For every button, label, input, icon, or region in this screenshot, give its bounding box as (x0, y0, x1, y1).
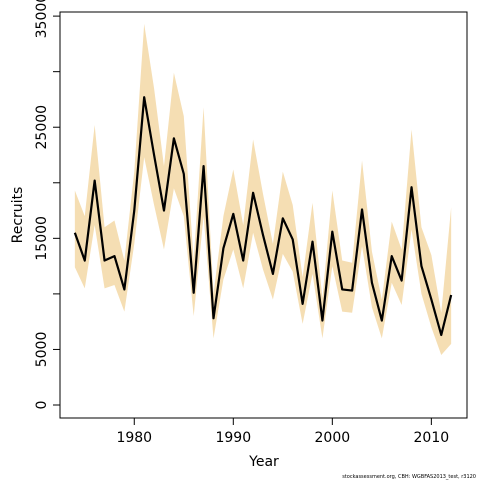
y-tick-label: 15000 (34, 216, 50, 261)
x-tick-label: 1980 (116, 430, 152, 446)
x-tick-label: 2010 (414, 430, 450, 446)
recruits-line (73, 96, 453, 337)
y-tick-label: 35000 (34, 0, 50, 38)
y-tick-label: 25000 (34, 105, 50, 150)
y-tick-label: 0 (34, 401, 50, 410)
confidence-band (74, 23, 452, 356)
footnote: stockassessment.org, CBH: WGBFAS2013_tes… (342, 474, 476, 480)
x-tick-label: 1990 (215, 430, 251, 446)
y-tick-label: 5000 (34, 332, 50, 368)
x-tick-label: 2000 (315, 430, 351, 446)
x-axis-label: Year (248, 454, 279, 470)
plot-frame (59, 11, 468, 419)
y-axis-label: Recruits (10, 187, 26, 244)
